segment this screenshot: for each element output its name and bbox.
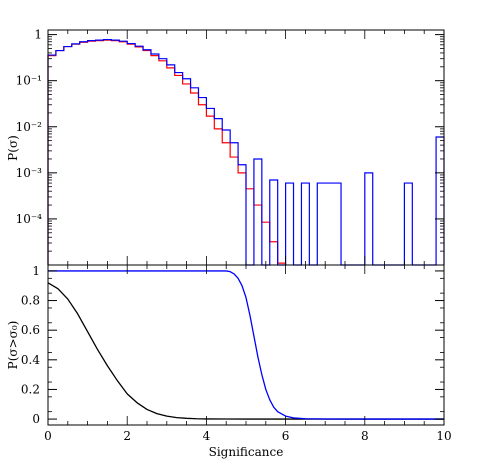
histogram-series-0 — [47, 39, 287, 265]
line-series-0 — [47, 282, 444, 420]
top-y-tick-label: 10⁻³ — [16, 166, 43, 180]
top-ticks: 1 10⁻¹ 10⁻² 10⁻³ 10⁻⁴ — [16, 28, 445, 265]
top-histograms — [47, 38, 445, 266]
bottom-panel-frame — [47, 264, 445, 426]
x-tick-label: 8 — [361, 429, 369, 443]
bottom-y-tick-label: 0.4 — [21, 353, 40, 367]
bottom-lines — [47, 270, 444, 420]
x-tick-label: 0 — [44, 429, 52, 443]
bottom-panel: 00.20.40.60.810 2 4 6 8 10 P(σ>σ₀) Significan… — [6, 264, 452, 459]
top-y-axis-label: P(σ) — [6, 135, 20, 161]
top-y-tick-label: 10⁻¹ — [16, 74, 42, 88]
top-y-tick-label: 1 — [34, 28, 42, 42]
top-panel: 1 10⁻¹ 10⁻² 10⁻³ 10⁻⁴ P(σ) — [6, 28, 445, 266]
histogram-series-1 — [47, 38, 445, 266]
bottom-y-axis-label: P(σ>σ₀) — [6, 321, 20, 370]
x-tick-label: 2 — [123, 429, 131, 443]
bottom-y-tick-label: 0 — [32, 412, 40, 426]
bottom-y-tick-label: 0.2 — [21, 382, 40, 396]
top-y-tick-label: 10⁻⁴ — [16, 212, 43, 226]
bottom-y-tick-label: 1 — [32, 264, 40, 278]
x-tick-label: 6 — [282, 429, 290, 443]
top-y-tick-label: 10⁻² — [16, 120, 43, 134]
line-series-1 — [48, 270, 444, 420]
x-tick-label: 10 — [436, 429, 451, 443]
bottom-y-tick-label: 0.6 — [21, 323, 40, 337]
bottom-y-tick-label: 0.8 — [21, 294, 40, 308]
x-tick-label: 4 — [203, 429, 211, 443]
bottom-ticks: 00.20.40.60.810 2 4 6 8 10 — [21, 264, 452, 443]
x-axis-label: Significance — [209, 445, 284, 459]
